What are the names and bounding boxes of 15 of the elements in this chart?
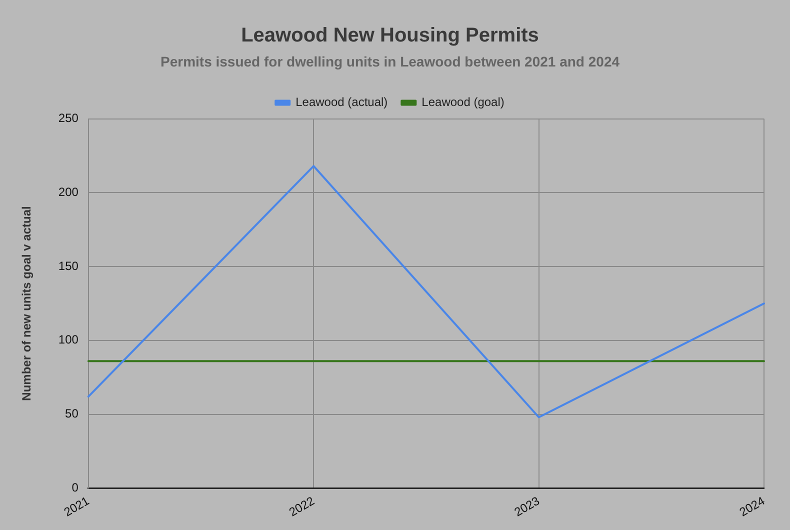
x-tick-label: 2021 (61, 494, 92, 520)
y-tick-label: 150 (58, 258, 79, 273)
y-tick-label: 250 (58, 111, 79, 126)
y-tick-label: 200 (58, 184, 79, 199)
y-tick-label: 0 (72, 480, 79, 494)
chart-title: Leawood New Housing Permits (241, 24, 539, 47)
legend-label: Leawood (goal) (422, 95, 504, 110)
x-tick-label: 2023 (512, 494, 542, 520)
x-tick-label: 2024 (737, 494, 768, 520)
legend-label: Leawood (actual) (296, 95, 388, 110)
chart-subtitle: Permits issued for dwelling units in Leawood between 2021 and 2024 (160, 53, 620, 70)
y-tick-label: 50 (65, 406, 79, 421)
y-axis-title: Number of new units goal v actual (20, 206, 34, 401)
x-tick-label: 2022 (286, 494, 318, 520)
y-tick-label: 100 (58, 332, 79, 347)
